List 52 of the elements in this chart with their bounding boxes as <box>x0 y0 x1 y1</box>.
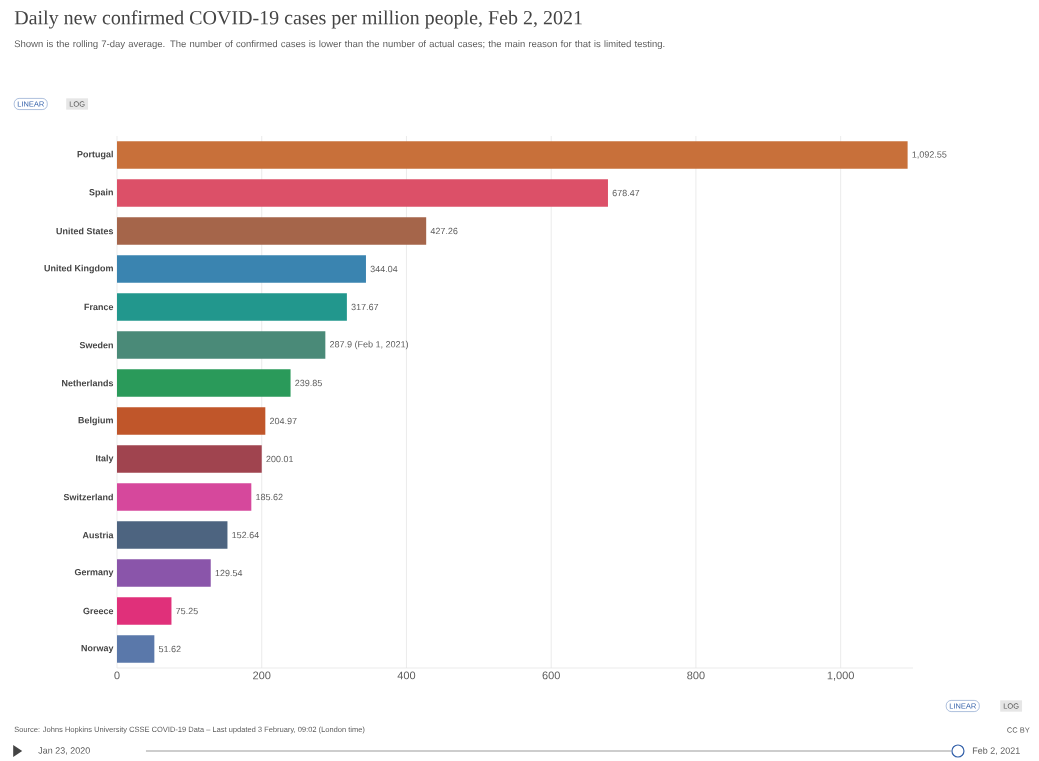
y-tick-label: Greece <box>83 607 114 615</box>
bar <box>117 141 908 169</box>
data-label: 200.01 <box>266 455 294 463</box>
bar <box>117 255 366 283</box>
data-label: 239.85 <box>295 379 322 387</box>
y-tick-label: Sweden <box>79 341 113 349</box>
y-tick-label: Belgium <box>78 416 113 426</box>
bar <box>117 331 326 359</box>
bar <box>117 445 262 473</box>
x-tick-label: 600 <box>542 671 560 680</box>
x-tick-label: 800 <box>687 671 705 680</box>
bar <box>117 179 608 207</box>
y-tick-label: Switzerland <box>63 493 113 501</box>
bar <box>117 559 211 587</box>
x-tick-label: 0 <box>114 671 120 680</box>
data-label: 427.26 <box>430 227 458 235</box>
y-tick-label: United States <box>56 227 114 235</box>
y-tick-label: France <box>84 303 114 311</box>
y-tick-label: Spain <box>89 188 113 198</box>
y-tick-label: Austria <box>82 531 114 539</box>
x-tick-label: 200 <box>253 671 271 680</box>
bar <box>117 407 266 435</box>
bar <box>117 483 252 511</box>
y-tick-label: Netherlands <box>62 379 114 387</box>
x-tick-label: 1,000 <box>827 671 854 681</box>
text: Jan 23, 2020 <box>38 747 90 755</box>
data-label: 129.54 <box>215 569 243 577</box>
y-tick-label: Norway <box>81 644 114 654</box>
data-label: 51.62 <box>158 645 181 653</box>
chart-subtitle: Shown is the rolling 7-day average. The number of confirmed cases is lower than the number of actual cases; the main reason for that is limited testing. <box>14 40 665 50</box>
y-tick-label: Italy <box>96 454 114 464</box>
y-tick-label: Portugal <box>77 150 113 160</box>
data-label: 287.9 (Feb 1, 2021) <box>329 340 409 350</box>
chart-title: Daily new confirmed COVID-19 cases per million people, Feb 2, 2021 <box>14 10 582 29</box>
x-tick-label: 400 <box>397 671 416 680</box>
data-label: 75.25 <box>176 607 198 615</box>
data-label: 678.47 <box>612 189 640 197</box>
data-label: 204.97 <box>269 417 297 425</box>
data-label: 344.04 <box>370 265 398 273</box>
y-tick-label: Germany <box>74 568 114 578</box>
text: Feb 2, 2021 <box>972 747 1020 755</box>
bar <box>117 369 291 397</box>
data-label: 317.67 <box>351 303 379 311</box>
data-label: 185.62 <box>256 493 283 501</box>
y-tick-label: United Kingdom <box>44 264 113 274</box>
bar <box>117 597 172 625</box>
data-label: 1,092.55 <box>912 151 947 159</box>
data-label: 152.64 <box>232 531 259 539</box>
bar <box>117 521 228 549</box>
bar <box>117 293 347 321</box>
bar <box>117 635 155 663</box>
bar <box>117 217 427 245</box>
